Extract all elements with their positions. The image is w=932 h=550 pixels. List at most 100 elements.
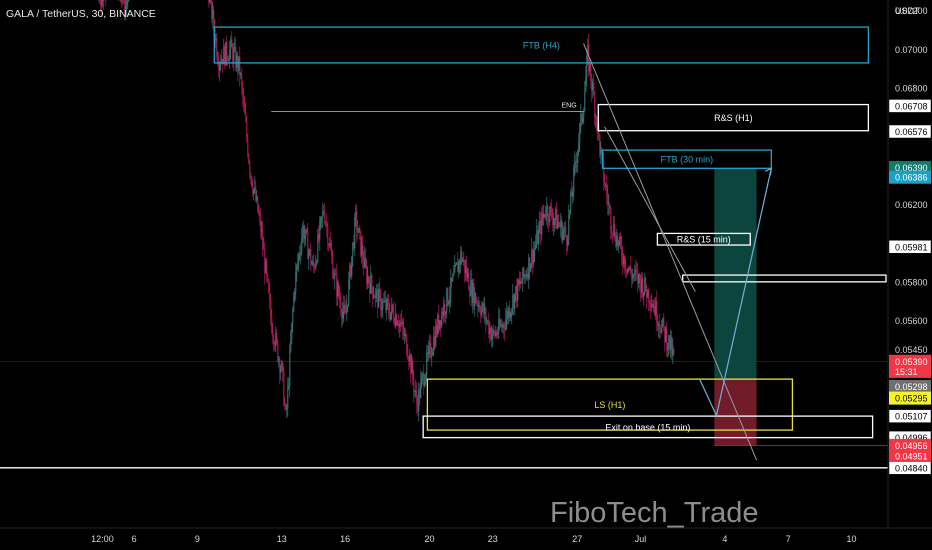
candle-body xyxy=(461,251,463,262)
candle-body xyxy=(599,135,601,155)
candle-body xyxy=(518,279,520,285)
candle-body xyxy=(500,324,502,327)
candle-body xyxy=(673,348,675,354)
candle-body xyxy=(397,323,399,326)
candle-body xyxy=(125,5,127,13)
candle-body xyxy=(121,0,123,1)
candle-body xyxy=(286,408,288,410)
candle-body xyxy=(345,312,347,314)
zone-box[interactable] xyxy=(656,232,751,246)
candle-body xyxy=(550,206,552,209)
candle-body xyxy=(351,256,353,277)
currency-label: USDT xyxy=(895,6,920,16)
time-tick-label: 27 xyxy=(572,534,582,544)
candle-body xyxy=(642,278,644,297)
candle-body xyxy=(478,305,480,307)
candle-body xyxy=(636,271,638,273)
zone-box[interactable] xyxy=(422,415,874,439)
candle-body xyxy=(103,0,105,1)
candle-body xyxy=(504,328,506,330)
candle-body xyxy=(590,63,592,81)
candle-body xyxy=(637,271,639,284)
candle-body xyxy=(415,390,417,392)
candle-body xyxy=(576,162,578,163)
candle-body xyxy=(556,209,558,229)
candle-body xyxy=(336,274,338,297)
candle-body xyxy=(273,336,275,345)
trend-line[interactable] xyxy=(583,43,758,461)
price-label-tag xyxy=(889,379,931,393)
candle-body xyxy=(459,260,461,265)
candle-body xyxy=(403,328,405,337)
trend-line[interactable] xyxy=(604,126,696,292)
candle-body xyxy=(423,373,425,387)
candle-body xyxy=(420,381,422,398)
candle-body xyxy=(341,311,343,319)
candle-body xyxy=(226,41,228,60)
projection-path[interactable] xyxy=(699,168,772,418)
candle-body xyxy=(315,262,317,269)
candle-body xyxy=(608,204,610,206)
price-label-text: 0.05295 xyxy=(895,394,928,404)
candle-body xyxy=(282,362,284,372)
candle-body xyxy=(530,264,532,272)
candle-body xyxy=(453,272,455,275)
price-label-text: 15:31 xyxy=(895,367,918,377)
time-tick-label: 6 xyxy=(132,534,137,544)
candle-body xyxy=(328,244,330,246)
candle-body xyxy=(651,304,653,308)
candle-body xyxy=(409,354,411,362)
candle-body xyxy=(279,359,281,373)
price-label-tag xyxy=(888,240,932,254)
candle-body xyxy=(600,148,602,155)
candle-body xyxy=(561,220,563,241)
candle-body xyxy=(126,0,128,6)
candle-body xyxy=(262,231,264,249)
candle-body xyxy=(378,288,380,308)
candle-body xyxy=(358,227,360,233)
candle-body xyxy=(535,243,537,248)
candle-body xyxy=(472,283,474,303)
zone-box[interactable] xyxy=(601,149,772,169)
zone-box[interactable] xyxy=(213,26,870,64)
candle-body xyxy=(463,260,465,261)
candle-body xyxy=(394,321,396,326)
candle-body xyxy=(643,292,645,297)
candle-body xyxy=(587,44,589,57)
candle-body xyxy=(483,303,485,315)
candle-body xyxy=(519,280,521,285)
candle-body xyxy=(267,274,269,281)
candle-body xyxy=(289,350,291,387)
candle-body xyxy=(408,358,410,362)
zone-box[interactable] xyxy=(682,274,887,283)
zone-box[interactable] xyxy=(597,103,870,132)
candle-body xyxy=(240,74,242,75)
candle-body xyxy=(646,290,648,298)
candle-body xyxy=(554,218,556,221)
price-tick-label: 0.05450 xyxy=(895,345,928,355)
zone-box[interactable] xyxy=(426,378,794,431)
candle-body xyxy=(489,327,491,334)
candle-body xyxy=(405,333,407,336)
candle-body xyxy=(501,324,503,328)
candle-body xyxy=(437,315,439,334)
candle-body xyxy=(404,333,406,337)
price-label-text: 0.05390 xyxy=(895,357,928,367)
candle-body xyxy=(464,260,466,273)
candle-body xyxy=(452,274,454,282)
candle-body xyxy=(514,293,516,309)
price-label-tag xyxy=(888,461,932,475)
candle-body xyxy=(297,262,299,266)
price-label-tag xyxy=(888,124,932,139)
time-axis: 12:00 6 9 13 16 20 23 27 Jul 4 7 10 xyxy=(91,534,856,544)
price-tick-label: 0.07200 xyxy=(895,6,928,16)
candle-body xyxy=(232,46,234,62)
candle-body xyxy=(445,311,447,314)
candle-body xyxy=(593,83,595,95)
candle-body xyxy=(565,227,567,237)
candle-body xyxy=(395,314,397,326)
candle-body xyxy=(436,325,438,334)
candle-body xyxy=(449,296,451,303)
candle-body xyxy=(349,264,351,279)
